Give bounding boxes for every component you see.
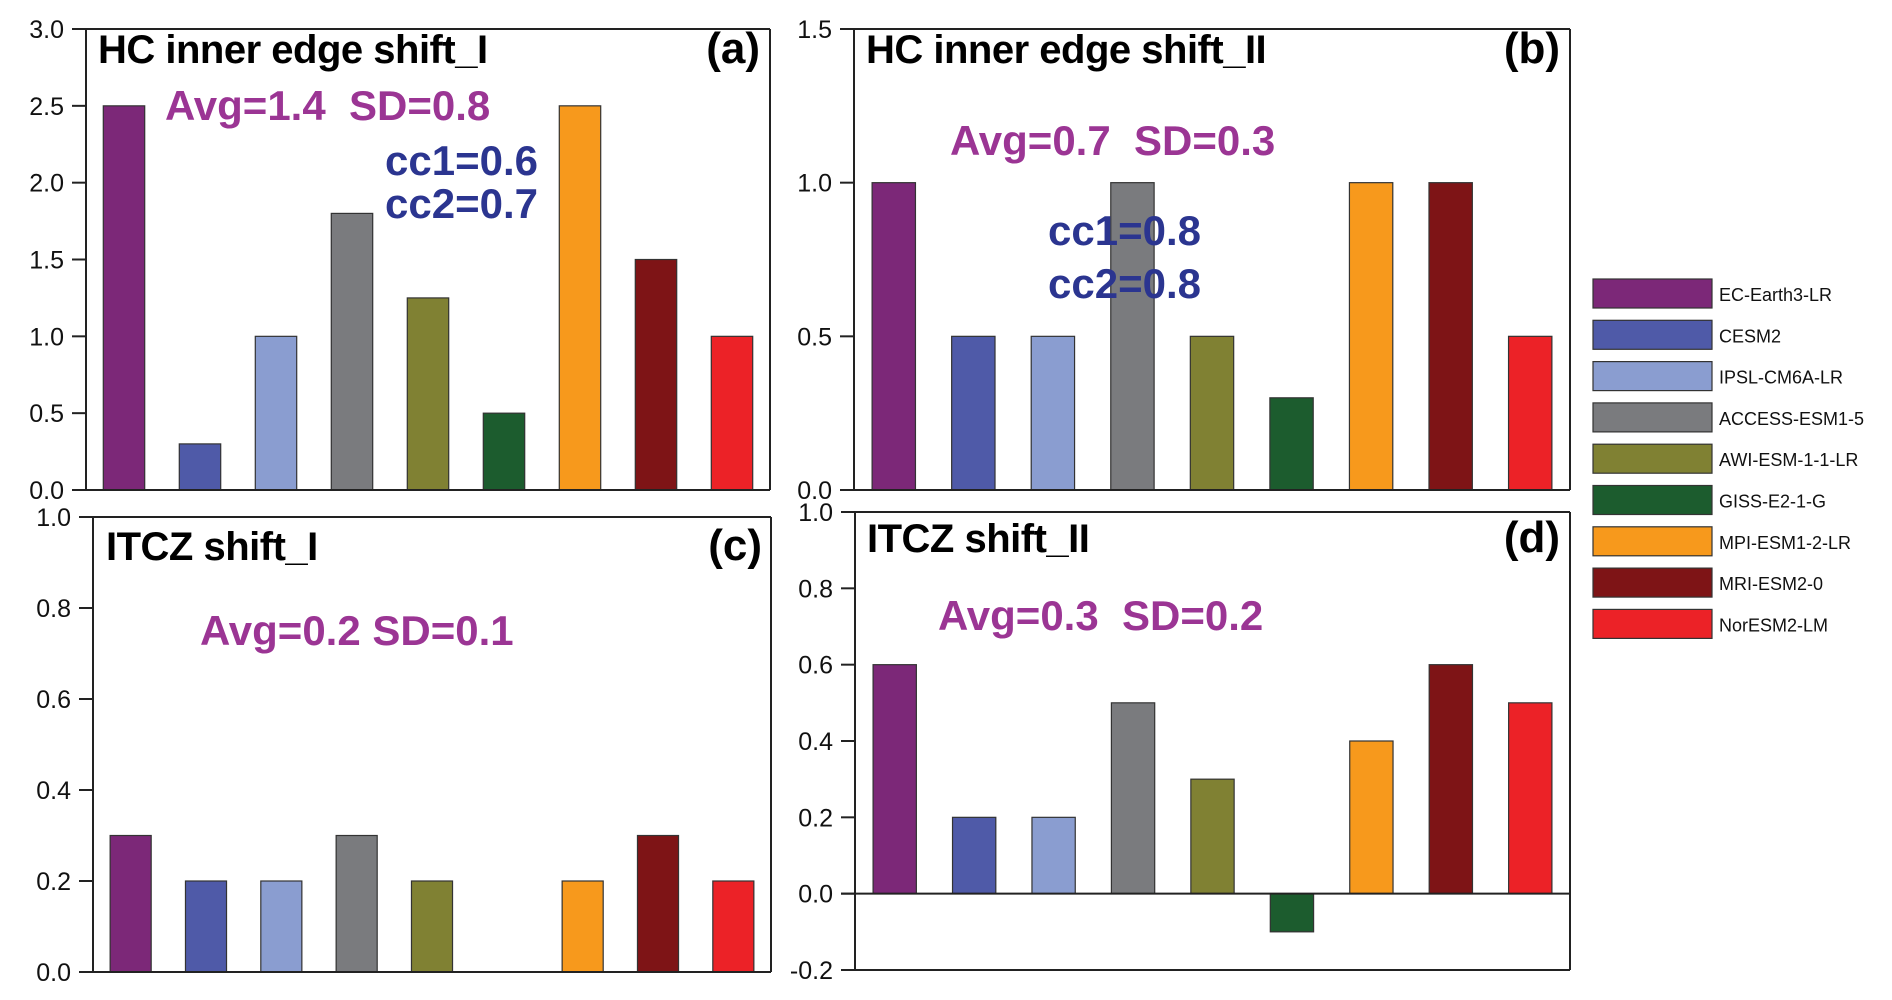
- legend-swatch-ec-earth3-lr: [1592, 278, 1713, 309]
- bar-giss-e2-1-g: [1269, 893, 1315, 933]
- bar-cesm2: [184, 880, 228, 973]
- cc1-annotation: cc1=0.6: [385, 137, 538, 184]
- legend-label: ACCESS-ESM1-5: [1719, 409, 1864, 429]
- legend-swatch-mpi-esm1-2-lr: [1592, 526, 1713, 557]
- legend-label: NorESM2-LM: [1719, 615, 1828, 635]
- legend-swatch-giss-e2-1-g: [1592, 484, 1713, 516]
- legend-label: EC-Earth3-LR: [1719, 285, 1832, 305]
- y-tick-label: 0.6: [36, 686, 71, 714]
- avg-sd-annotation: Avg=0.3 SD=0.2: [938, 592, 1263, 639]
- legend-label: IPSL-CM6A-LR: [1719, 368, 1843, 388]
- y-tick-label: 0.0: [797, 477, 832, 505]
- bar-awi-esm-1-1-lr: [410, 880, 454, 973]
- bar-ipsl-cm6a-lr: [1030, 335, 1076, 491]
- y-tick-label: -0.2: [790, 957, 833, 985]
- y-tick-label: 1.0: [797, 170, 832, 198]
- legend-swatch-noresm2-lm: [1592, 608, 1713, 640]
- avg-sd-annotation: Avg=1.4 SD=0.8: [165, 82, 490, 129]
- bar-ec-earth3-lr: [871, 182, 917, 491]
- y-tick-label: 0.5: [797, 323, 832, 351]
- avg-sd-annotation: Avg=0.2 SD=0.1: [200, 607, 514, 654]
- bar-mri-esm2-0: [1428, 182, 1473, 491]
- bar-awi-esm-1-1-lr: [1190, 778, 1235, 895]
- bar-awi-esm-1-1-lr: [406, 297, 450, 491]
- legend-swatch-mri-esm2-0: [1592, 567, 1713, 598]
- cc1-annotation: cc1=0.8: [1048, 207, 1201, 254]
- y-tick-label: 1.0: [798, 499, 833, 527]
- bar-ec-earth3-lr: [102, 105, 146, 491]
- y-tick-label: 0.0: [36, 959, 71, 987]
- panel-title: HC inner edge shift_I: [98, 28, 488, 72]
- legend: EC-Earth3-LR CESM2 IPSL-CM6A-LR ACCESS-ESM1…: [1592, 278, 1864, 640]
- y-tick-label: 0.2: [36, 868, 71, 896]
- bar-cesm2: [951, 335, 996, 491]
- bar-giss-e2-1-g: [1269, 397, 1314, 491]
- y-tick-label: 0.8: [798, 575, 833, 603]
- bar-mpi-esm1-2-lr: [1348, 182, 1394, 491]
- panel-title: ITCZ shift_II: [867, 517, 1089, 561]
- bar-ipsl-cm6a-lr: [254, 335, 298, 491]
- panel-title: HC inner edge shift_II: [866, 28, 1266, 72]
- bar-noresm2-lm: [710, 335, 754, 491]
- bar-access-esm1-5: [1110, 182, 1155, 491]
- legend-label: MPI-ESM1-2-LR: [1719, 533, 1851, 553]
- y-tick-label: 0.4: [36, 777, 71, 805]
- bar-mpi-esm1-2-lr: [1349, 740, 1394, 895]
- bar-ec-earth3-lr: [872, 664, 917, 895]
- bar-mri-esm2-0: [634, 258, 678, 491]
- bar-cesm2: [178, 443, 222, 491]
- y-tick-label: 0.8: [36, 595, 71, 623]
- legend-label: AWI-ESM-1-1-LR: [1719, 450, 1858, 470]
- y-tick-label: 0.6: [798, 652, 833, 680]
- panel-b-hc-inner-edge-shift-ii: 0.0 0.5 1.0 1.5 HC inner edge shift_II (b) Avg…: [797, 16, 1571, 505]
- panel-d-itcz-shift-ii: -0.2 0.0 0.2 0.4 0.6 0.8 1.0 ITCZ shift_II (d) Av…: [790, 499, 1571, 985]
- legend-label: MRI-ESM2-0: [1719, 574, 1823, 594]
- bar-noresm2-lm: [1508, 702, 1553, 895]
- bar-cesm2: [951, 816, 997, 895]
- bar-noresm2-lm: [712, 880, 755, 973]
- legend-label: CESM2: [1719, 326, 1781, 346]
- y-tick-label: 0.0: [29, 477, 64, 505]
- y-tick-label: 2.0: [29, 170, 64, 198]
- y-tick-label: 1.5: [797, 16, 832, 44]
- bar-awi-esm-1-1-lr: [1189, 335, 1235, 491]
- bar-mpi-esm1-2-lr: [561, 880, 604, 973]
- legend-swatch-access-esm1-5: [1592, 402, 1713, 433]
- y-tick-label: 1.5: [29, 247, 64, 275]
- avg-sd-annotation: Avg=0.7 SD=0.3: [950, 117, 1275, 164]
- y-tick-label: 3.0: [29, 16, 64, 44]
- bar-ipsl-cm6a-lr: [1031, 816, 1076, 895]
- panel-tag: (a): [706, 24, 760, 73]
- legend-label: GISS-E2-1-G: [1719, 492, 1826, 512]
- panel-tag: (d): [1504, 513, 1560, 562]
- panel-title: ITCZ shift_I: [106, 525, 318, 569]
- bar-mpi-esm1-2-lr: [558, 105, 602, 491]
- legend-swatch-cesm2: [1592, 319, 1713, 350]
- bar-noresm2-lm: [1507, 335, 1553, 491]
- bar-mri-esm2-0: [636, 834, 680, 973]
- bar-giss-e2-1-g: [482, 412, 526, 491]
- panel-c-itcz-shift-i: 0.0 0.2 0.4 0.6 0.8 1.0 ITCZ shift_I (c) Avg=0.2…: [36, 504, 772, 987]
- bar-access-esm1-5: [335, 834, 378, 973]
- y-tick-label: 2.5: [29, 93, 64, 121]
- y-tick-label: 0.0: [798, 881, 833, 909]
- panel-a-hc-inner-edge-shift-i: 0.0 0.5 1.0 1.5 2.0 2.5 3.0 HC inner edge shift…: [29, 16, 771, 505]
- cc2-annotation: cc2=0.7: [385, 180, 538, 227]
- y-tick-label: 0.2: [798, 804, 833, 832]
- y-tick-label: 1.0: [36, 504, 71, 532]
- y-tick-label: 0.4: [798, 728, 833, 756]
- panel-tag: (b): [1504, 24, 1560, 73]
- legend-swatch-awi-esm-1-1-lr: [1592, 443, 1713, 474]
- bar-access-esm1-5: [330, 212, 374, 491]
- legend-swatch-ipsl-cm6a-lr: [1592, 361, 1713, 392]
- cc2-annotation: cc2=0.8: [1048, 260, 1201, 307]
- y-tick-label: 0.5: [29, 400, 64, 428]
- bar-access-esm1-5: [1110, 702, 1156, 895]
- y-tick-label: 1.0: [29, 323, 64, 351]
- bar-ec-earth3-lr: [109, 834, 152, 973]
- bar-mri-esm2-0: [1428, 664, 1474, 895]
- panel-tag: (c): [708, 521, 762, 570]
- bar-ipsl-cm6a-lr: [260, 880, 303, 973]
